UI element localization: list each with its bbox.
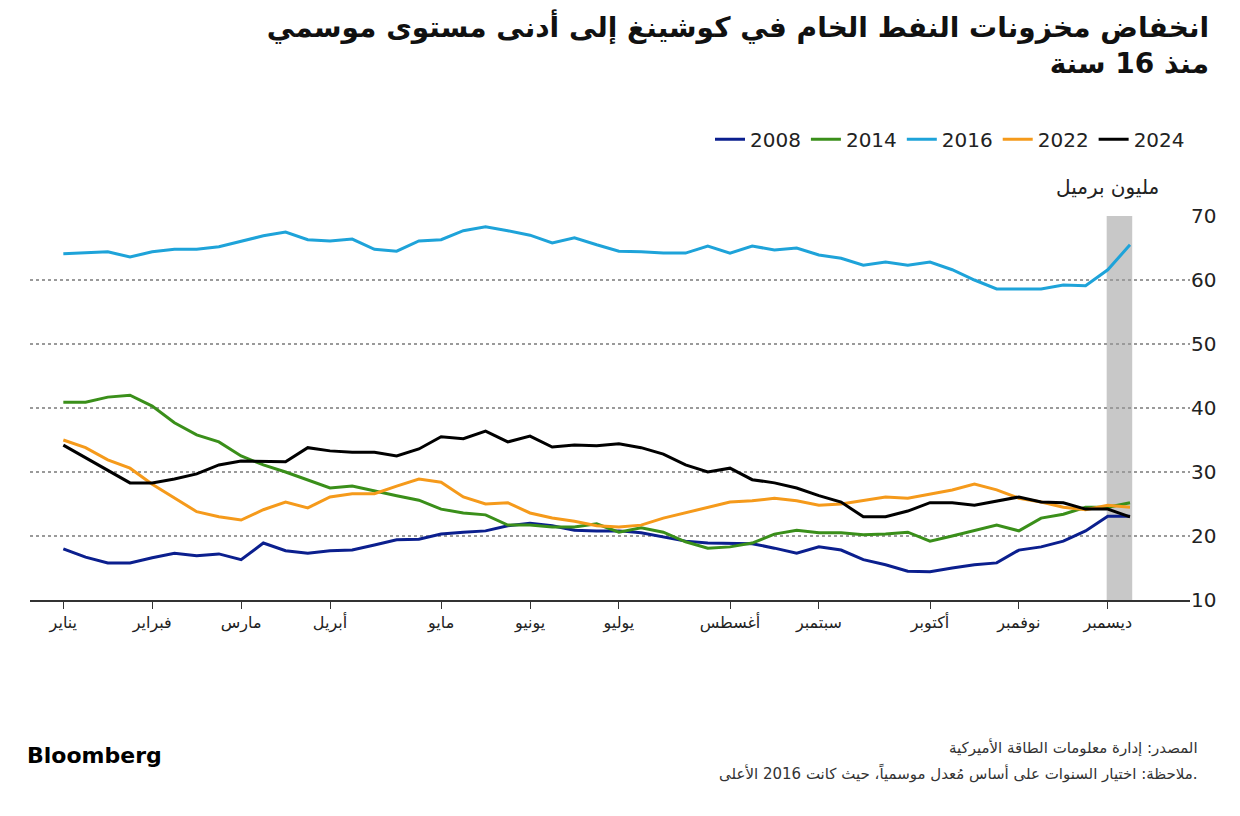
svg-text:ديسمبر: ديسمبر [1082,613,1132,633]
svg-text:Bloomberg: Bloomberg [27,743,162,768]
svg-text:انخفاض مخزونات النفط الخام في: انخفاض مخزونات النفط الخام في كوشينغ إلى… [267,9,1209,80]
svg-text:50: 50 [1191,332,1216,356]
svg-text:سبتمبر: سبتمبر [795,613,842,633]
svg-text:10: 10 [1191,588,1216,612]
svg-text:أكتوبر: أكتوبر [910,612,949,633]
svg-text:مايو: مايو [427,613,454,633]
svg-text:يونيو: يونيو [514,613,545,633]
svg-text:يوليو: يوليو [603,613,635,633]
svg-text:مارس: مارس [221,613,262,633]
svg-text:المصدر: إدارة معلومات الطاقة ا: المصدر: إدارة معلومات الطاقة الأميركية [949,738,1198,757]
svg-text:فبراير: فبراير [132,613,172,633]
svg-text:أغسطس: أغسطس [700,612,761,633]
svg-text:مليون برميل: مليون برميل [1056,175,1159,199]
svg-text:2014: 2014 [846,128,897,152]
svg-text:ملاحظة: اختيار السنوات على أسا: ملاحظة: اختيار السنوات على أساس مُعدل مو… [719,763,1198,783]
svg-text:2024: 2024 [1134,128,1185,152]
svg-text:2022: 2022 [1038,128,1089,152]
svg-text:40: 40 [1191,396,1216,420]
svg-text:20: 20 [1191,524,1216,548]
svg-text:نوفمبر: نوفمبر [996,613,1040,633]
svg-text:30: 30 [1191,460,1216,484]
svg-text:أبريل: أبريل [313,612,347,633]
svg-text:يناير: يناير [49,613,77,633]
svg-text:70: 70 [1191,204,1216,228]
svg-text:2008: 2008 [750,128,801,152]
svg-text:60: 60 [1191,268,1216,292]
svg-text:2016: 2016 [942,128,993,152]
